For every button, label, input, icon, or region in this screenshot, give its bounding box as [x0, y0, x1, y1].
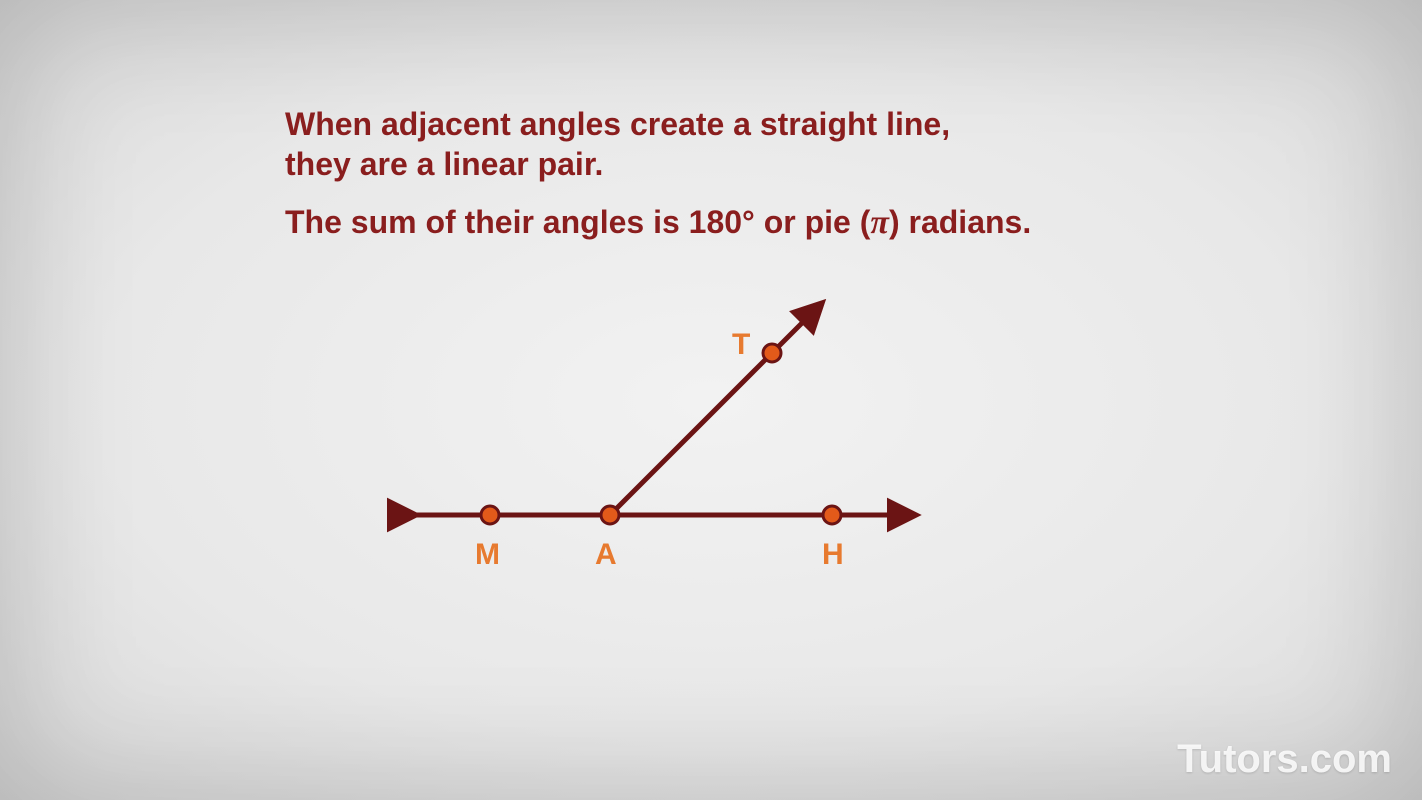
point-T — [763, 344, 781, 362]
slide-canvas: When adjacent angles create a straight l… — [0, 0, 1422, 800]
label-M: M — [475, 538, 500, 572]
label-A: A — [595, 538, 617, 572]
angle-diagram — [0, 0, 1422, 800]
point-A — [601, 506, 619, 524]
label-T: T — [732, 328, 750, 362]
label-H: H — [822, 538, 844, 572]
point-M — [481, 506, 499, 524]
ray-AT — [610, 305, 820, 515]
watermark: Tutors.com — [1177, 737, 1392, 782]
point-H — [823, 506, 841, 524]
